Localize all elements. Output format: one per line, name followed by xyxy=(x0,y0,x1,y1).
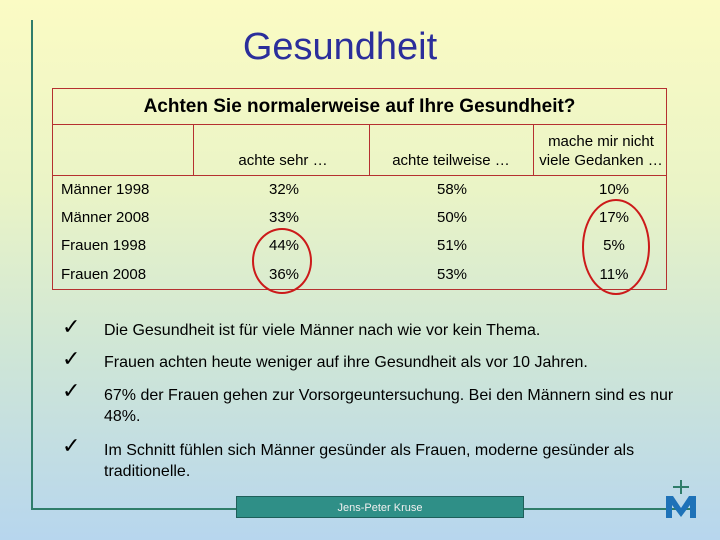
bullet-text: 67% der Frauen gehen zur Vorsorgeuntersu… xyxy=(104,387,674,425)
table-cell: 44% xyxy=(268,237,300,254)
checkmark-icon: ✓ xyxy=(62,433,81,458)
checkmark-icon: ✓ xyxy=(62,378,81,403)
row-label: Frauen 1998 xyxy=(61,237,147,254)
column-divider xyxy=(369,125,370,175)
slide-title: Gesundheit xyxy=(242,26,438,68)
table-cell: 53% xyxy=(436,266,468,283)
table-cell: 17% xyxy=(598,209,630,226)
table-cell: 5% xyxy=(603,237,625,254)
row-label: Frauen 2008 xyxy=(61,266,147,283)
table-cell: 33% xyxy=(268,209,300,226)
column-header: achte teilweise … xyxy=(392,152,510,169)
column-header: mache mir nicht viele Gedanken … xyxy=(539,133,663,169)
table-cell: 51% xyxy=(436,237,468,254)
bullet-text: Frauen achten heute weniger auf ihre Ges… xyxy=(104,354,588,371)
header-divider xyxy=(53,175,666,176)
table-cell: 32% xyxy=(268,181,300,198)
cross-m-logo xyxy=(666,480,696,518)
column-divider xyxy=(193,125,194,175)
footer-author: Jens-Peter Kruse xyxy=(236,496,524,518)
bullet-text: Die Gesundheit ist für viele Männer nach… xyxy=(104,322,541,339)
column-divider xyxy=(533,125,534,175)
left-rule xyxy=(31,20,33,510)
table-cell: 58% xyxy=(436,181,468,198)
table-heading: Achten Sie normalerweise auf Ihre Gesund… xyxy=(53,89,666,125)
table-cell: 11% xyxy=(599,266,629,283)
table-cell: 50% xyxy=(436,209,468,226)
survey-table: Achten Sie normalerweise auf Ihre Gesund… xyxy=(52,88,667,290)
checkmark-icon: ✓ xyxy=(62,346,81,371)
row-label: Männer 2008 xyxy=(61,209,150,226)
checkmark-icon: ✓ xyxy=(62,314,81,339)
bullet-text: Im Schnitt fühlen sich Männer gesünder a… xyxy=(104,442,635,480)
table-cell: 10% xyxy=(598,181,630,198)
table-cell: 36% xyxy=(268,266,300,283)
row-label: Männer 1998 xyxy=(61,181,150,198)
column-header: achte sehr … xyxy=(238,152,328,169)
